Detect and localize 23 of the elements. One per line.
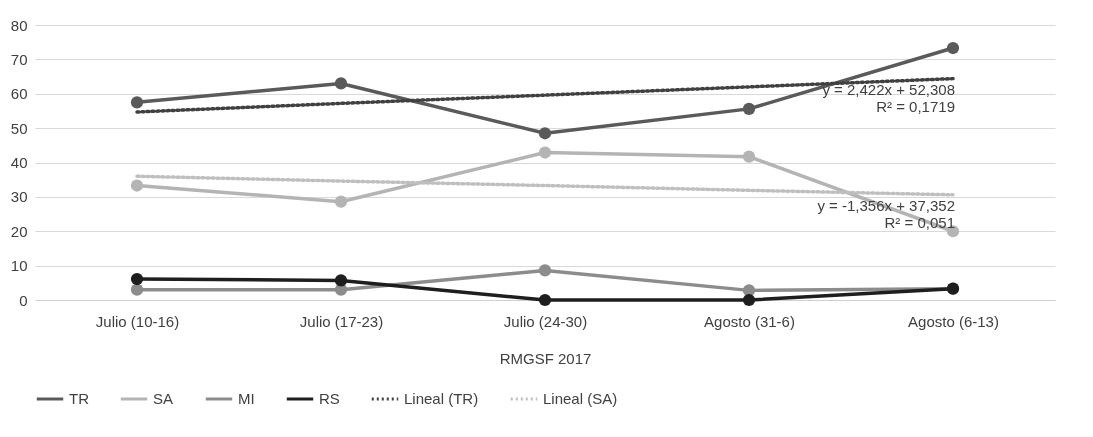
legend-label: Lineal (TR) bbox=[404, 390, 479, 407]
x-tick-label: Julio (17-23) bbox=[299, 312, 384, 330]
y-tick-label: 40 bbox=[10, 154, 28, 171]
legend-label: SA bbox=[153, 390, 174, 407]
x-tick-label: Julio (24-30) bbox=[503, 312, 588, 330]
y-tick-label: 20 bbox=[10, 222, 28, 240]
legend-label: MI bbox=[238, 390, 255, 407]
y-tick-label: 60 bbox=[10, 85, 28, 103]
x-tick-label: Julio (10-16) bbox=[95, 312, 180, 330]
legend-label: Lineal (SA) bbox=[543, 390, 618, 407]
x-axis-title: RMGSF 2017 bbox=[499, 349, 592, 367]
x-tick-label: Agosto (6-13) bbox=[908, 312, 999, 330]
y-tick-label: 80 bbox=[10, 16, 28, 34]
y-tick-label: 10 bbox=[10, 257, 28, 275]
annotation: y = 2,422x + 52,308 R² = 0,1719 bbox=[822, 80, 955, 115]
legend-label: TR bbox=[69, 390, 90, 407]
legend-label: RS bbox=[319, 390, 340, 407]
y-tick-label: 70 bbox=[10, 50, 28, 68]
x-tick-label: Agosto (31-6) bbox=[704, 312, 795, 330]
y-tick-label: 0 bbox=[19, 291, 28, 309]
y-tick-label: 30 bbox=[10, 188, 28, 206]
annotation: y = -1,356x + 37,352 R² = 0,051 bbox=[817, 196, 955, 231]
y-tick-label: 50 bbox=[10, 119, 28, 137]
